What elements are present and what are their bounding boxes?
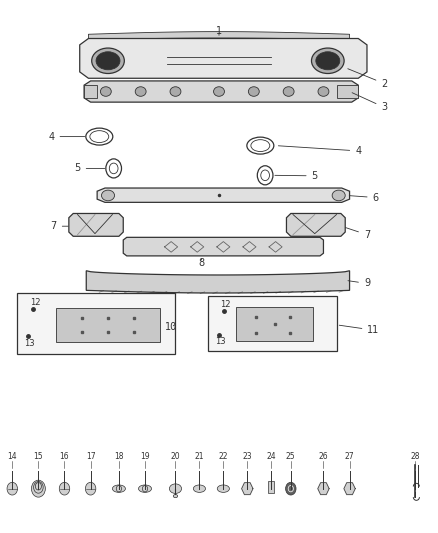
Ellipse shape: [113, 485, 125, 492]
Text: 24: 24: [266, 452, 276, 461]
Polygon shape: [84, 85, 97, 98]
Text: 4: 4: [279, 146, 361, 156]
Ellipse shape: [332, 190, 345, 201]
Ellipse shape: [193, 485, 205, 492]
Text: 15: 15: [34, 452, 43, 461]
Text: 10: 10: [165, 322, 177, 333]
Polygon shape: [84, 81, 358, 102]
Ellipse shape: [100, 87, 111, 96]
Bar: [268, 481, 274, 493]
Text: 26: 26: [318, 452, 328, 461]
Circle shape: [7, 482, 18, 495]
Ellipse shape: [92, 48, 124, 74]
Polygon shape: [69, 214, 123, 236]
Polygon shape: [86, 271, 350, 293]
Polygon shape: [80, 38, 367, 78]
Text: 17: 17: [86, 452, 95, 461]
Text: 9: 9: [348, 278, 370, 288]
Text: 22: 22: [219, 452, 228, 461]
Ellipse shape: [96, 52, 120, 70]
Polygon shape: [336, 85, 358, 98]
Text: 20: 20: [171, 452, 180, 461]
Text: 7: 7: [346, 228, 370, 240]
Polygon shape: [318, 483, 329, 495]
Text: 2: 2: [348, 69, 388, 88]
Text: 5: 5: [275, 171, 318, 181]
Circle shape: [59, 482, 70, 495]
Ellipse shape: [170, 484, 182, 494]
Polygon shape: [286, 214, 345, 236]
Polygon shape: [242, 483, 253, 495]
Text: 27: 27: [345, 452, 354, 461]
Ellipse shape: [138, 485, 152, 492]
Ellipse shape: [217, 485, 230, 492]
Circle shape: [85, 482, 96, 495]
Text: 6: 6: [349, 192, 379, 203]
Text: 11: 11: [339, 325, 380, 335]
Text: 4: 4: [48, 132, 85, 142]
Text: 16: 16: [60, 452, 69, 461]
Ellipse shape: [318, 87, 329, 96]
Ellipse shape: [214, 87, 224, 96]
Text: 5: 5: [74, 164, 105, 173]
Polygon shape: [344, 483, 355, 495]
Text: 28: 28: [410, 452, 420, 461]
Ellipse shape: [316, 52, 340, 70]
Text: 7: 7: [50, 221, 68, 231]
Text: 8: 8: [198, 258, 205, 268]
Text: 19: 19: [140, 452, 150, 461]
Text: 12: 12: [220, 300, 231, 309]
Polygon shape: [88, 31, 350, 39]
Bar: [57, 308, 159, 342]
Text: 23: 23: [243, 452, 252, 461]
Ellipse shape: [248, 87, 259, 96]
Ellipse shape: [170, 87, 181, 96]
Text: 21: 21: [194, 452, 204, 461]
Text: 13: 13: [25, 339, 35, 348]
Polygon shape: [97, 188, 350, 203]
FancyBboxPatch shape: [208, 296, 336, 351]
Ellipse shape: [173, 495, 178, 498]
FancyBboxPatch shape: [17, 293, 176, 354]
Polygon shape: [123, 237, 323, 256]
Text: 18: 18: [114, 452, 124, 461]
Circle shape: [286, 482, 296, 495]
Circle shape: [32, 480, 46, 497]
Bar: [237, 307, 314, 341]
Text: 25: 25: [286, 452, 296, 461]
Ellipse shape: [135, 87, 146, 96]
Circle shape: [35, 482, 42, 490]
Text: 12: 12: [30, 298, 40, 307]
Circle shape: [34, 481, 43, 493]
Ellipse shape: [311, 48, 344, 74]
Text: 1: 1: [216, 26, 222, 36]
Ellipse shape: [283, 87, 294, 96]
Text: 3: 3: [352, 93, 388, 112]
Ellipse shape: [102, 190, 115, 201]
Text: 14: 14: [7, 452, 17, 461]
Text: 13: 13: [215, 337, 226, 346]
